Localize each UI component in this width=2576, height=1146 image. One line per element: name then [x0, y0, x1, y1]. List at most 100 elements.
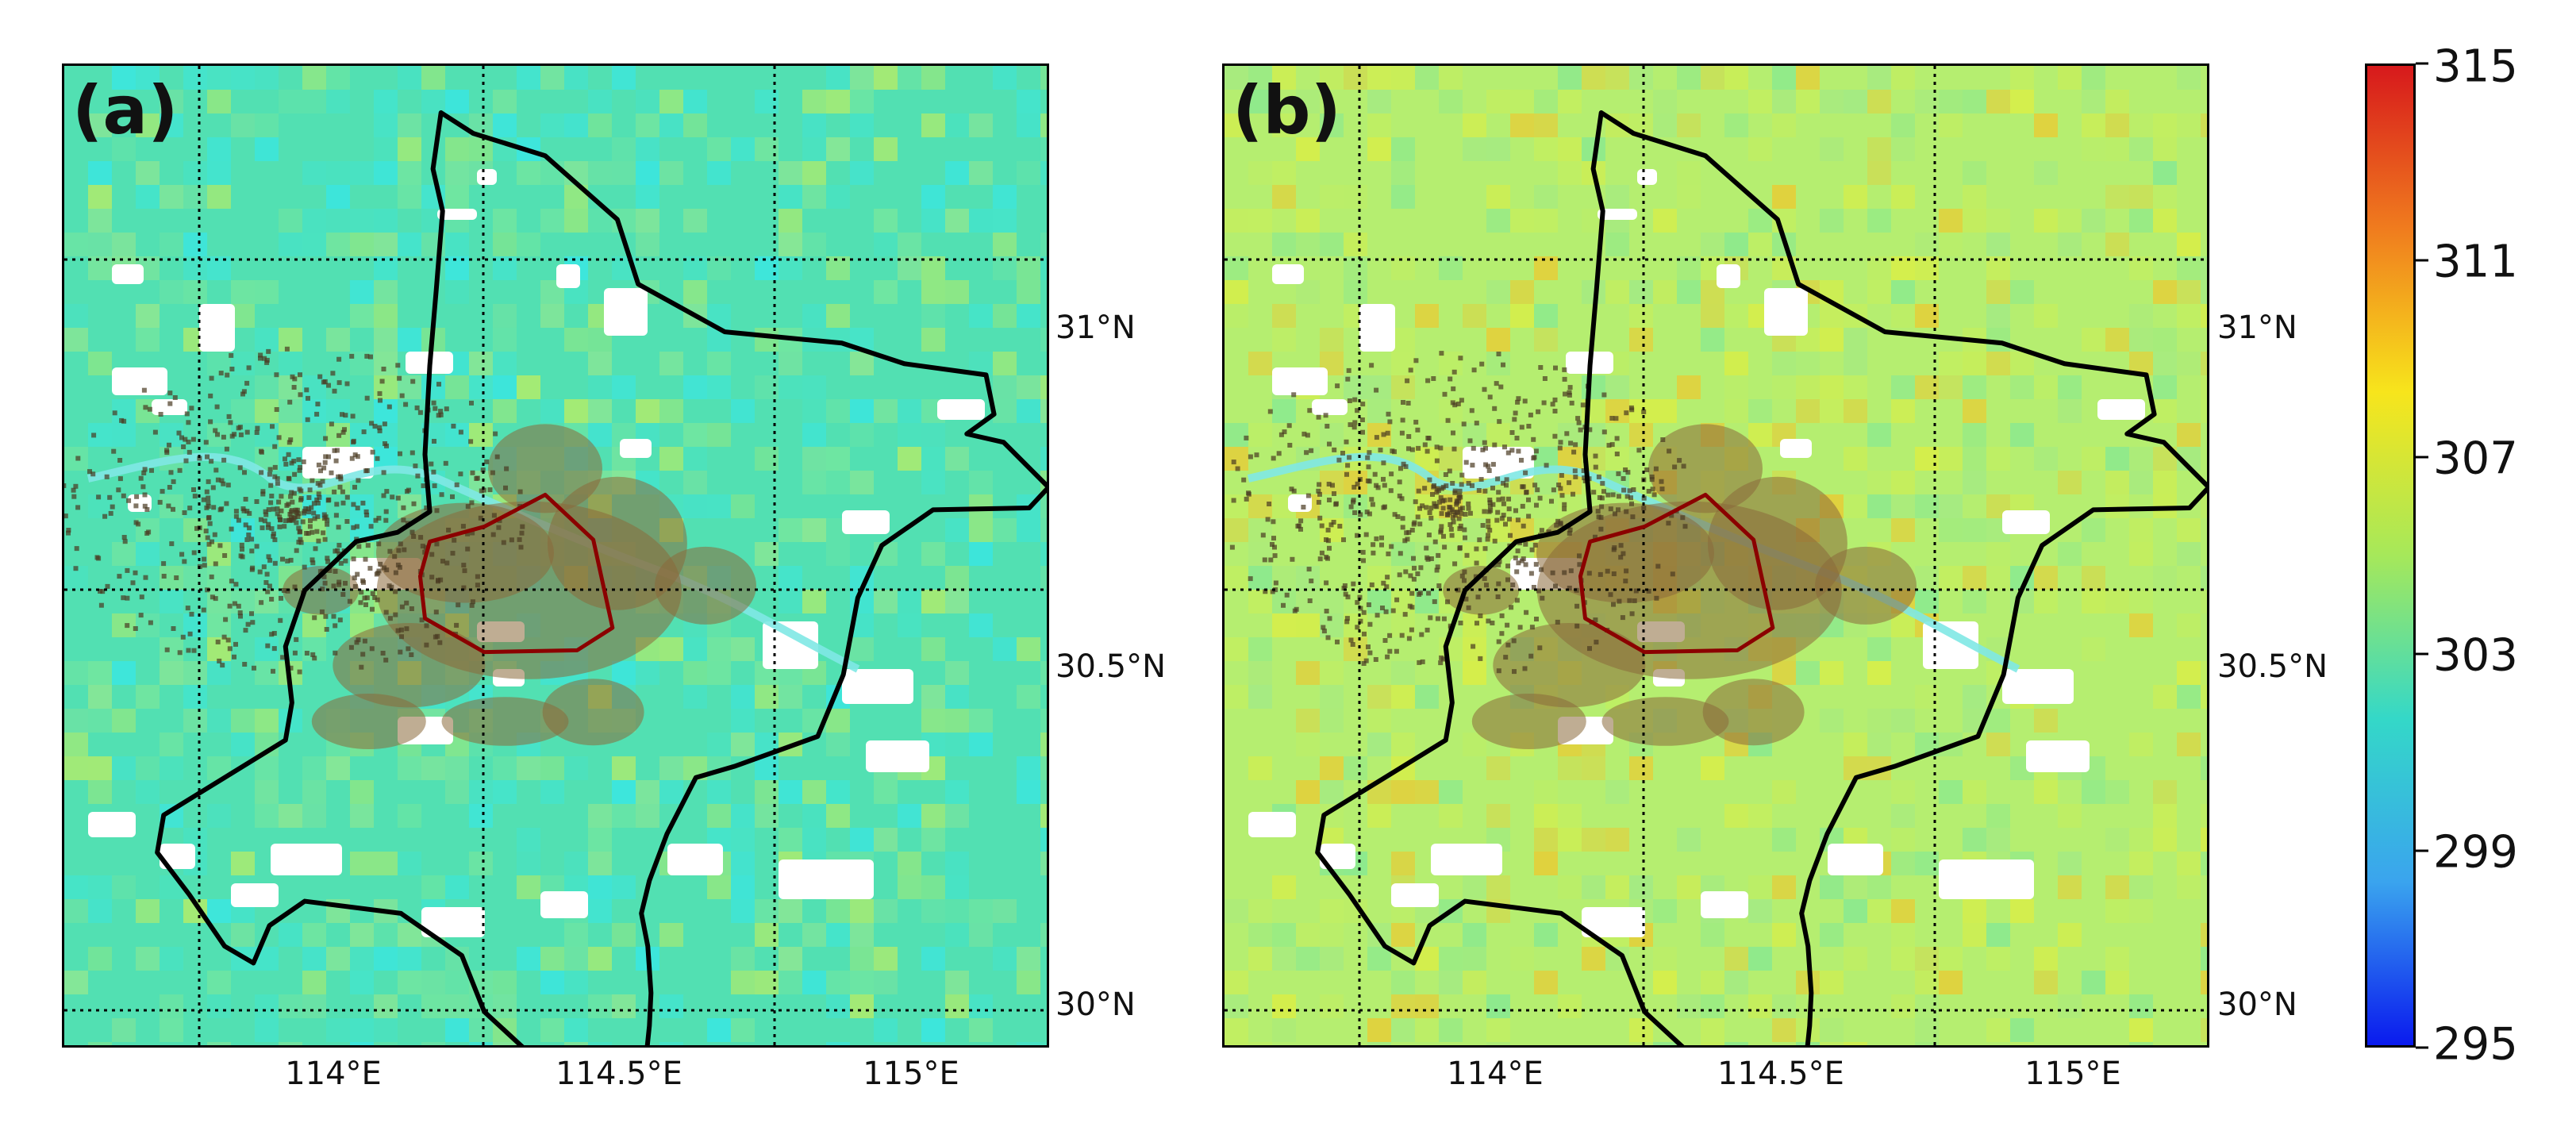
urban-pixel	[1366, 602, 1371, 607]
urban-pixel	[263, 509, 268, 514]
urban-pixel	[206, 515, 211, 521]
urban-pixel	[1260, 533, 1266, 538]
urban-pixel	[1641, 409, 1647, 414]
urban-pixel	[242, 662, 248, 667]
urban-pixel	[1523, 562, 1528, 567]
urban-pixel	[208, 393, 213, 398]
urban-pixel	[1483, 445, 1488, 451]
urban-pixel	[1501, 513, 1506, 518]
urban-pixel	[168, 470, 174, 475]
urban-pixel	[415, 473, 421, 479]
urban-pixel	[267, 467, 273, 472]
urban-pixel	[1487, 500, 1493, 506]
urban-pixel	[266, 507, 271, 513]
urban-pixel	[272, 464, 278, 470]
urban-pixel	[1616, 507, 1621, 513]
urban-pixel	[1613, 416, 1619, 421]
urban-pixel	[1307, 598, 1313, 603]
urban-pixel	[351, 556, 356, 562]
urban-pixel	[291, 490, 297, 496]
urban-pixel	[1575, 416, 1581, 421]
urban-pixel	[1244, 435, 1249, 440]
urban-pixel	[1655, 563, 1661, 569]
urban-pixel	[1448, 527, 1454, 532]
urban-pixel	[354, 524, 359, 529]
urban-pixel	[519, 530, 525, 536]
urban-pixel	[1499, 613, 1505, 618]
urban-pixel	[1567, 586, 1572, 590]
urban-pixel	[240, 547, 244, 552]
urban-pixel	[315, 481, 321, 486]
urban-pixel	[437, 640, 443, 645]
urban-pixel	[1681, 463, 1686, 469]
urban-pixel	[297, 529, 302, 535]
urban-pixel	[1613, 511, 1617, 517]
water-body	[866, 740, 929, 772]
urban-pixel	[125, 567, 130, 573]
urban-pixel	[277, 514, 283, 520]
urban-pixel	[232, 601, 237, 606]
urban-pixel	[1294, 606, 1299, 612]
urban-pixel	[458, 471, 463, 477]
urban-pixel	[1544, 463, 1549, 468]
urban-pixel	[475, 583, 480, 588]
urban-pixel	[288, 437, 294, 443]
urban-pixel	[1478, 656, 1483, 661]
urban-pixel	[1381, 460, 1386, 466]
urban-pixel	[1539, 567, 1544, 572]
urban-pixel	[121, 535, 127, 540]
urban-pixel	[180, 634, 186, 640]
urban-pixel	[112, 410, 117, 416]
urban-pixel	[1487, 498, 1493, 502]
urban-pixel	[288, 665, 294, 671]
urban-pixel	[330, 371, 336, 376]
urban-pixel	[1309, 579, 1314, 583]
urban-pixel	[1399, 633, 1405, 638]
urban-pixel	[292, 514, 298, 520]
urban-pixel	[240, 554, 245, 560]
urban-pixel	[283, 518, 288, 524]
urban-pixel	[258, 352, 263, 358]
urban-pixel	[1641, 495, 1647, 501]
urban-pixel	[288, 509, 294, 514]
urban-pixel	[1389, 544, 1394, 549]
urban-pixel	[1424, 627, 1430, 633]
urban-pixel	[314, 411, 320, 417]
urban-pixel	[1466, 481, 1471, 486]
urban-pixel	[186, 439, 191, 444]
urban-pixel	[1595, 509, 1601, 514]
urban-pixel	[1321, 625, 1326, 630]
urban-pixel	[389, 584, 394, 590]
urban-pixel	[1327, 498, 1332, 502]
urban-pixel	[1344, 471, 1349, 477]
urban-pixel	[474, 476, 479, 481]
urban-pixel	[454, 622, 459, 628]
urban-pixel	[1577, 562, 1582, 567]
urban-pixel	[1677, 458, 1682, 463]
urban-pixel	[409, 652, 414, 657]
urban-pixel	[352, 575, 357, 581]
urban-pixel	[402, 547, 407, 552]
urban-pixel	[225, 483, 231, 488]
urban-pixel	[399, 393, 405, 398]
urban-pixel	[294, 636, 299, 642]
urban-pixel	[444, 560, 450, 566]
urban-pixel	[343, 558, 348, 563]
urban-pixel	[333, 623, 338, 629]
urban-patch	[655, 546, 756, 625]
urban-pixel	[375, 456, 380, 461]
urban-pixel	[183, 436, 188, 442]
urban-pixel	[142, 467, 148, 472]
urban-pixel	[183, 458, 189, 463]
urban-pixel	[1621, 551, 1626, 556]
urban-pixel	[1409, 627, 1414, 633]
urban-pixel	[1434, 490, 1440, 495]
urban-pixel	[401, 517, 406, 523]
urban-pixel	[1567, 390, 1572, 395]
urban-pixel	[359, 664, 364, 670]
urban-patch	[1707, 476, 1847, 610]
urban-pixel	[96, 556, 102, 561]
urban-pixel	[1351, 484, 1357, 490]
urban-pixel	[214, 404, 220, 410]
urban-pixel	[1462, 569, 1467, 575]
